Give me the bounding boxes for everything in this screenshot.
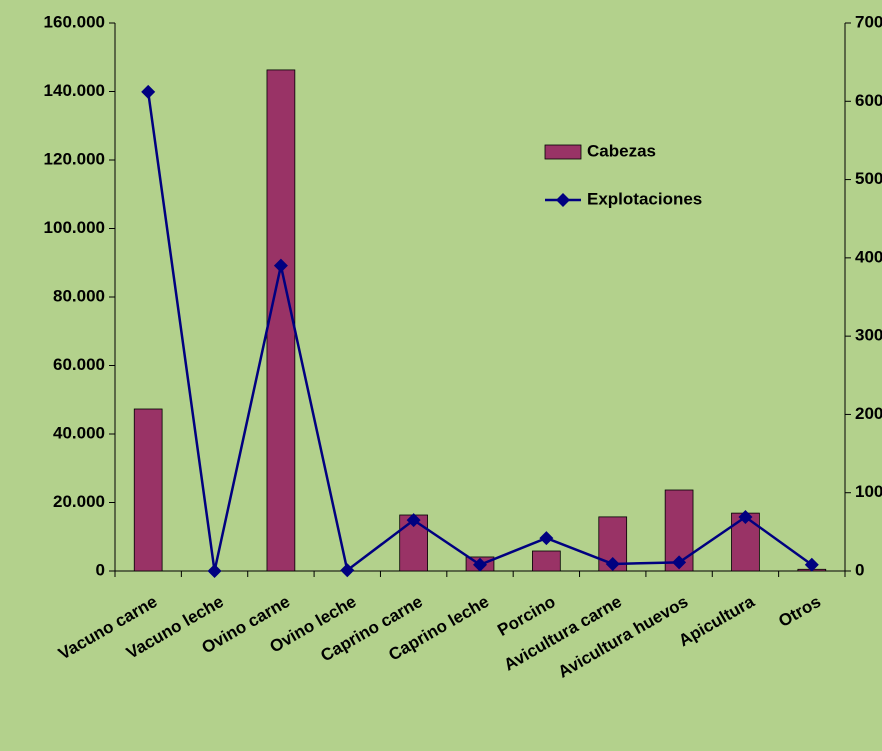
- x-tick-label: Apicultura: [675, 592, 758, 651]
- marker: [672, 555, 687, 570]
- marker: [605, 556, 620, 571]
- legend-label: Cabezas: [587, 141, 656, 160]
- y2-tick-label: 600: [855, 91, 882, 110]
- x-tick-label: Otros: [775, 592, 824, 631]
- bar: [532, 550, 561, 572]
- y2-tick-label: 0: [855, 560, 864, 579]
- bar: [266, 69, 296, 572]
- marker: [340, 563, 355, 578]
- marker: [406, 513, 421, 528]
- y-tick-label: 100.000: [44, 218, 105, 237]
- legend-marker: [556, 193, 570, 207]
- y-tick-label: 140.000: [44, 81, 105, 100]
- y2-tick-label: 400: [855, 247, 882, 266]
- y2-tick-label: 200: [855, 404, 882, 423]
- bar: [133, 408, 163, 572]
- marker: [273, 258, 288, 273]
- y-tick-label: 40.000: [53, 423, 105, 442]
- y2-tick-label: 300: [855, 326, 882, 345]
- y-tick-label: 20.000: [53, 492, 105, 511]
- y-tick-label: 120.000: [44, 149, 105, 168]
- marker: [207, 564, 222, 578]
- line: [146, 91, 813, 573]
- marker: [473, 557, 487, 572]
- marker: [539, 531, 554, 546]
- y2-tick-label: 500: [855, 169, 882, 188]
- y-tick-label: 60.000: [53, 355, 105, 374]
- marker: [738, 509, 753, 524]
- y2-tick-label: 700: [855, 12, 882, 31]
- legend-label: Explotaciones: [587, 189, 702, 208]
- y2-tick-label: 100: [855, 482, 882, 501]
- marker: [141, 84, 156, 99]
- legend-swatch: [544, 144, 582, 160]
- y-tick-label: 160.000: [44, 12, 105, 31]
- marker: [804, 557, 819, 572]
- y-tick-label: 0: [96, 560, 105, 579]
- y-tick-label: 80.000: [53, 286, 105, 305]
